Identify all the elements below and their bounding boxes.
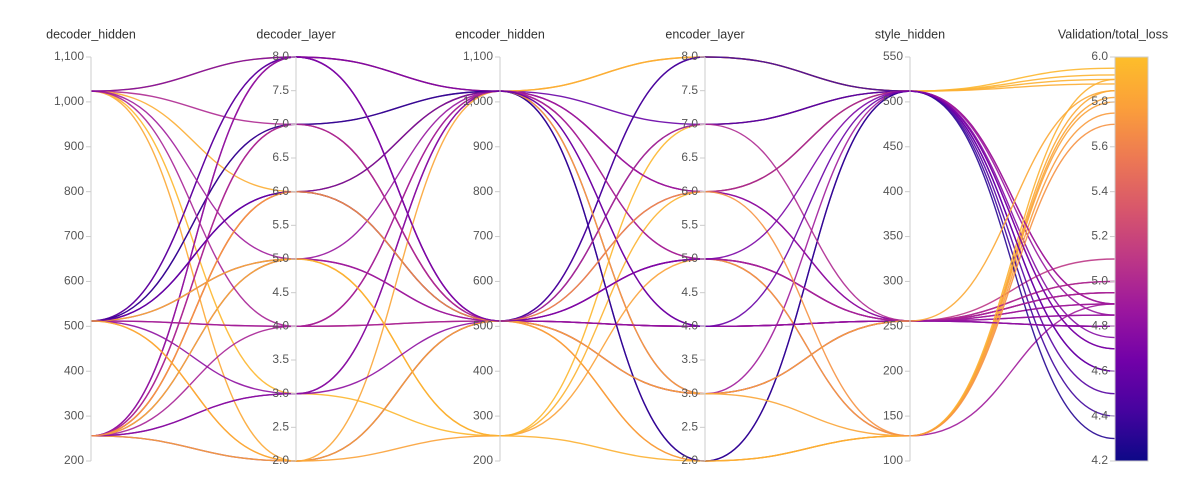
tick-label: 700 bbox=[64, 229, 84, 243]
axis-title: encoder_hidden bbox=[455, 27, 545, 41]
tick-label: 2.5 bbox=[272, 420, 289, 434]
tick-label: 4.5 bbox=[681, 285, 698, 299]
tick-label: 550 bbox=[883, 49, 903, 63]
tick-label: 8.0 bbox=[272, 49, 289, 63]
tick-label: 450 bbox=[883, 139, 903, 153]
tick-label: 4.2 bbox=[1091, 453, 1108, 467]
tick-label: 400 bbox=[883, 184, 903, 198]
tick-label: 700 bbox=[473, 229, 493, 243]
tick-label: 300 bbox=[473, 408, 493, 422]
tick-label: 5.0 bbox=[681, 251, 698, 265]
axis-title: Validation/total_loss bbox=[1058, 27, 1168, 41]
tick-label: 6.5 bbox=[272, 150, 289, 164]
tick-label: 6.0 bbox=[272, 184, 289, 198]
tick-label: 3.0 bbox=[272, 386, 289, 400]
tick-label: 6.5 bbox=[681, 150, 698, 164]
data-line bbox=[90, 78, 1116, 462]
tick-label: 1,100 bbox=[54, 49, 84, 63]
data-line bbox=[90, 123, 1116, 437]
tick-label: 7.5 bbox=[681, 83, 698, 97]
tick-label: 350 bbox=[883, 229, 903, 243]
tick-label: 3.5 bbox=[681, 352, 698, 366]
tick-label: 5.2 bbox=[1091, 229, 1108, 243]
tick-label: 300 bbox=[883, 274, 903, 288]
tick-label: 150 bbox=[883, 408, 903, 422]
tick-label: 5.0 bbox=[272, 251, 289, 265]
tick-label: 400 bbox=[473, 363, 493, 377]
data-line bbox=[90, 89, 1116, 462]
tick-label: 900 bbox=[473, 139, 493, 153]
data-line bbox=[90, 101, 1116, 462]
tick-label: 5.8 bbox=[1091, 94, 1108, 108]
tick-label: 5.5 bbox=[272, 218, 289, 232]
data-line bbox=[90, 112, 1116, 462]
tick-label: 5.4 bbox=[1091, 184, 1108, 198]
tick-label: 400 bbox=[64, 363, 84, 377]
tick-label: 3.0 bbox=[681, 386, 698, 400]
data-line bbox=[90, 320, 1116, 437]
tick-label: 250 bbox=[883, 319, 903, 333]
tick-label: 1,000 bbox=[463, 94, 493, 108]
tick-label: 4.5 bbox=[272, 285, 289, 299]
tick-label: 2.0 bbox=[272, 453, 289, 467]
tick-label: 7.0 bbox=[681, 117, 698, 131]
data-line bbox=[90, 56, 1116, 350]
tick-label: 6.0 bbox=[1091, 49, 1108, 63]
tick-label: 800 bbox=[473, 184, 493, 198]
tick-label: 6.0 bbox=[681, 184, 698, 198]
axis-title: decoder_hidden bbox=[46, 27, 136, 41]
tick-label: 4.4 bbox=[1091, 408, 1108, 422]
colorbar bbox=[1114, 56, 1149, 462]
tick-label: 600 bbox=[473, 274, 493, 288]
tick-label: 8.0 bbox=[681, 49, 698, 63]
axis-title: style_hidden bbox=[875, 27, 945, 41]
tick-label: 100 bbox=[883, 453, 903, 467]
tick-label: 500 bbox=[64, 319, 84, 333]
tick-label: 200 bbox=[473, 453, 493, 467]
tick-label: 2.5 bbox=[681, 420, 698, 434]
axis-title: encoder_layer bbox=[665, 27, 744, 41]
tick-label: 200 bbox=[883, 363, 903, 377]
tick-label: 4.0 bbox=[681, 319, 698, 333]
tick-label: 1,000 bbox=[54, 94, 84, 108]
tick-label: 4.0 bbox=[272, 319, 289, 333]
tick-label: 900 bbox=[64, 139, 84, 153]
tick-label: 500 bbox=[473, 319, 493, 333]
tick-label: 2.0 bbox=[681, 453, 698, 467]
tick-label: 200 bbox=[64, 453, 84, 467]
tick-label: 600 bbox=[64, 274, 84, 288]
tick-label: 7.0 bbox=[272, 117, 289, 131]
tick-label: 500 bbox=[883, 94, 903, 108]
tick-label: 800 bbox=[64, 184, 84, 198]
tick-label: 4.8 bbox=[1091, 319, 1108, 333]
axis-title: decoder_layer bbox=[256, 27, 335, 41]
tick-label: 5.5 bbox=[681, 218, 698, 232]
tick-label: 3.5 bbox=[272, 352, 289, 366]
tick-label: 5.6 bbox=[1091, 139, 1108, 153]
tick-label: 4.6 bbox=[1091, 363, 1108, 377]
tick-label: 5.0 bbox=[1091, 274, 1108, 288]
tick-label: 7.5 bbox=[272, 83, 289, 97]
tick-label: 1,100 bbox=[463, 49, 493, 63]
tick-label: 300 bbox=[64, 408, 84, 422]
data-line bbox=[90, 90, 1116, 462]
data-line bbox=[90, 90, 1116, 372]
